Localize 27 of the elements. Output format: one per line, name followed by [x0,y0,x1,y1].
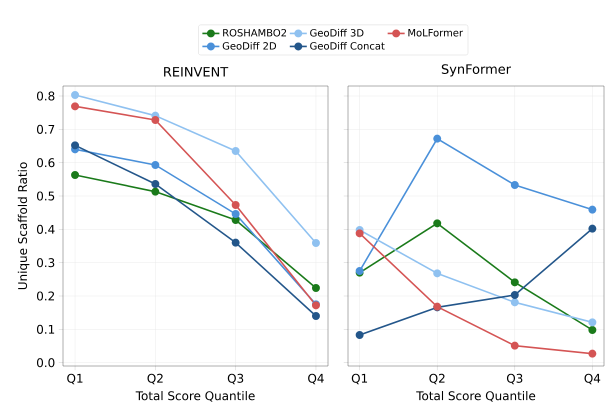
x-tick-label: Q2 [429,374,445,384]
legend-label: GeoDiff 3D [310,28,364,37]
y-tick-label: 0.4 [36,224,55,234]
legend-label: GeoDiff Concat [310,42,385,50]
chart-title: SynFormer [442,64,512,76]
x-axis-title: Total Score Quantile [136,391,255,402]
x-tick-label: Q2 [148,374,163,384]
chart-title: REINVENT [164,67,228,76]
x-tick-label: Q3 [228,374,244,384]
y-tick-label: 0.1 [36,324,54,334]
y-tick-label: 0.2 [36,291,54,301]
y-tick-label: 0.8 [36,91,54,101]
legend-label: GeoDiff 2D [222,42,276,50]
legend-label: MoLFormer [408,29,464,36]
x-tick-label: Q4 [584,374,600,384]
y-tick-label: 0.3 [36,258,54,268]
x-tick-label: Q1 [352,374,368,384]
y-tick-label: 0.6 [36,158,54,168]
y-tick-label: 0.5 [36,191,54,201]
y-tick-label: 0.7 [36,124,54,134]
x-tick-label: Q3 [506,374,522,384]
y-axis-title: Unique Scaffold Ratio [18,162,30,290]
x-tick-label: Q4 [308,374,324,384]
x-tick-label: Q1 [67,374,82,384]
x-axis-title: Total Score Quantile [416,391,536,402]
legend-label: ROSHAMBO2 [223,28,286,37]
y-tick-label: 0.0 [36,358,54,368]
